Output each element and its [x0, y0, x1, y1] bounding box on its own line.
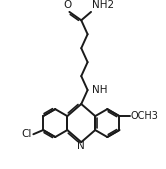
Text: Cl: Cl: [22, 129, 32, 139]
Text: NH2: NH2: [92, 0, 114, 10]
Text: O: O: [63, 0, 72, 10]
Text: OCH3: OCH3: [130, 111, 158, 121]
Text: NH: NH: [92, 85, 107, 95]
Text: N: N: [77, 141, 85, 151]
